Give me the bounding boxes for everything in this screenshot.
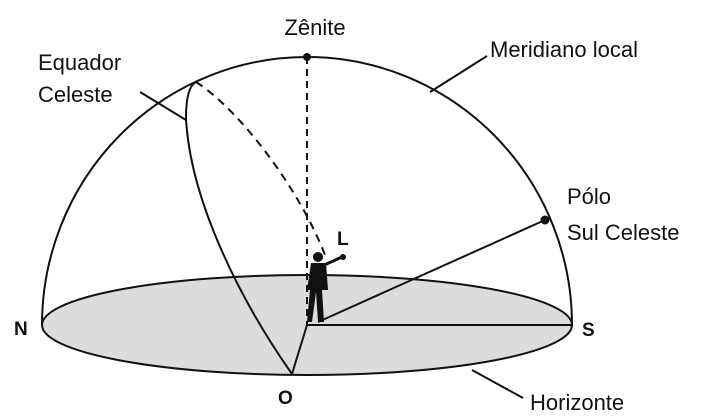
pole-point (541, 216, 550, 225)
label: Pólo (567, 184, 611, 209)
label: L (337, 229, 349, 250)
meridian-leader (430, 56, 487, 92)
label: Celeste (38, 82, 113, 107)
label: O (278, 388, 293, 409)
label: Horizonte (530, 390, 624, 415)
equator-leader (140, 92, 186, 120)
label: Meridiano local (490, 37, 638, 62)
label: Sul Celeste (567, 220, 680, 245)
zenith-point (303, 53, 311, 61)
label: Equador (38, 50, 121, 75)
horizon-leader (472, 370, 523, 398)
label: Zênite (284, 15, 345, 40)
celestial-equator-hidden (196, 82, 325, 255)
label: S (582, 320, 595, 341)
diagram: Zênite Meridiano local Equador Celeste P… (0, 0, 713, 416)
label: N (14, 319, 28, 340)
